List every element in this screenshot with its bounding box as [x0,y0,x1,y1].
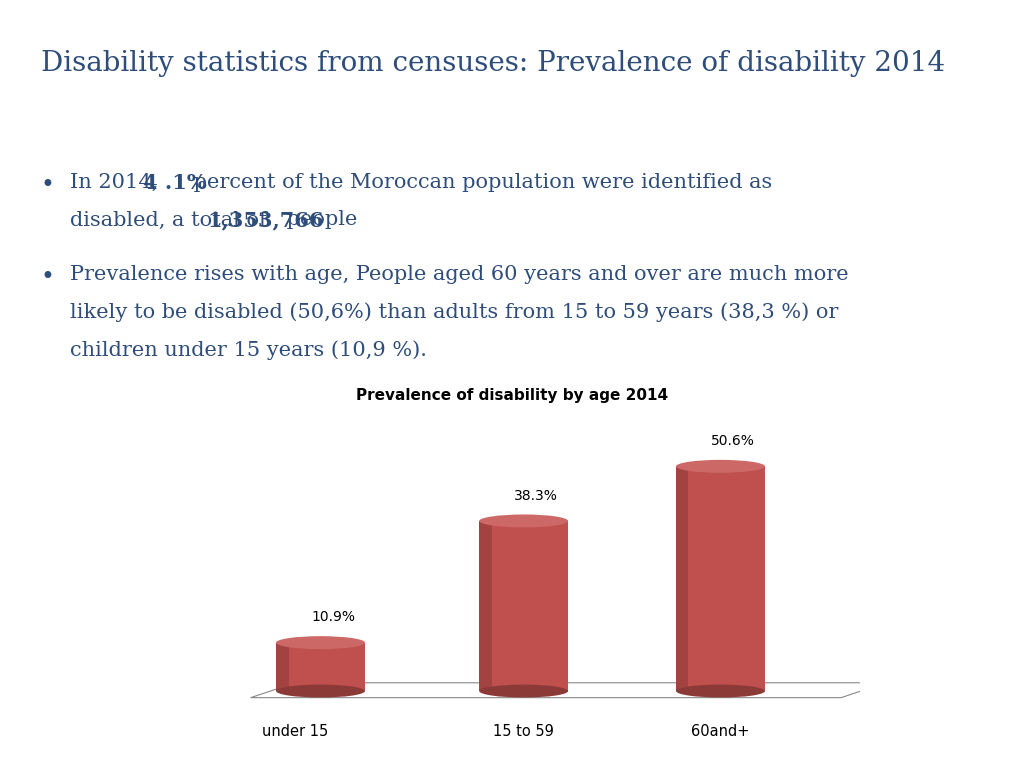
Text: likely to be disabled (50,6%) than adults from 15 to 59 years (38,3 %) or: likely to be disabled (50,6%) than adult… [70,303,838,323]
Bar [479,521,568,691]
Text: 15 to 59: 15 to 59 [494,724,554,739]
Text: Prevalence rises with age, People aged 60 years and over are much more: Prevalence rises with age, People aged 6… [70,265,848,284]
Text: under 15: under 15 [262,724,329,739]
Bar [676,466,765,691]
Text: In 2014,: In 2014, [70,173,165,192]
Text: Prevalence of disability by age 2014: Prevalence of disability by age 2014 [356,388,668,403]
Ellipse shape [276,636,365,649]
Text: •: • [41,173,55,197]
Text: 60and+: 60and+ [691,724,750,739]
Text: children under 15 years (10,9 %).: children under 15 years (10,9 %). [70,340,427,360]
Text: Disability statistics from censuses: Prevalence of disability 2014: Disability statistics from censuses: Pre… [41,50,945,77]
Text: 38.3%: 38.3% [514,488,558,503]
Text: percent of the Moroccan population were identified as: percent of the Moroccan population were … [187,173,773,192]
Text: disabled, a total of: disabled, a total of [70,210,273,230]
Ellipse shape [676,460,765,473]
Ellipse shape [276,684,365,697]
Ellipse shape [479,515,568,528]
Bar [276,643,289,691]
Text: 4 .1%: 4 .1% [143,173,207,193]
Ellipse shape [676,684,765,697]
Text: •: • [41,265,55,289]
Bar [276,643,365,691]
Ellipse shape [479,684,568,697]
Bar [676,466,688,691]
Text: 50.6%: 50.6% [712,434,755,449]
Polygon shape [251,683,886,697]
Text: 1,353,766: 1,353,766 [208,210,325,230]
Text: 10.9%: 10.9% [311,611,355,624]
Text: people: people [280,210,357,230]
Bar [479,521,492,691]
